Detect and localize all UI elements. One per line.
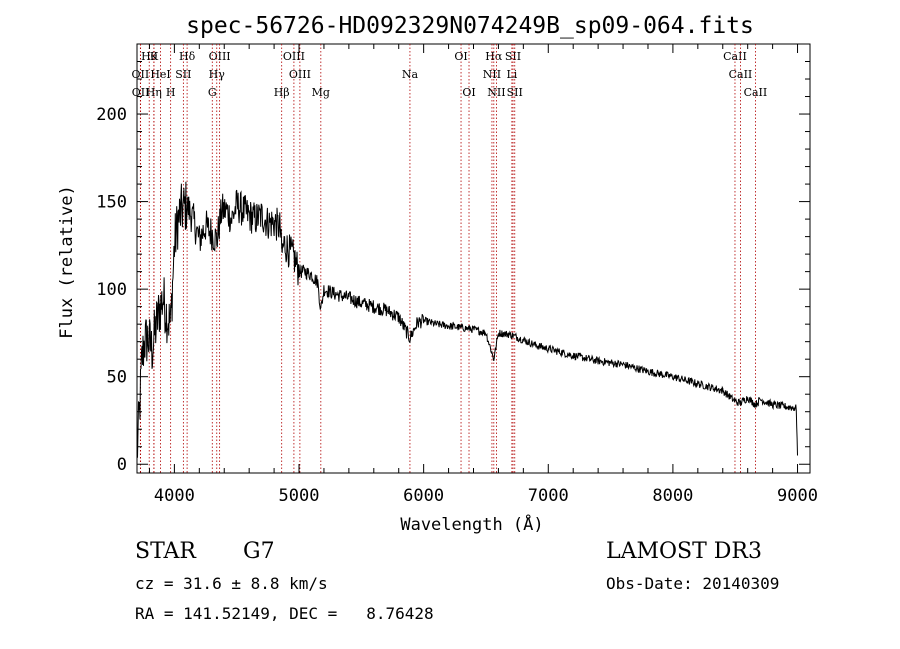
spectral-line-label: Hβ [274,86,290,99]
plot-frame [136,43,811,474]
spectral-line-label: Hθ [141,50,158,63]
x-tick-label: 4000 [154,486,195,506]
x-axis-label: Wavelength (Å) [400,513,543,535]
spectral-line-label: Hη [146,86,162,99]
spectral-line-label: Hδ [179,50,196,63]
spectral-line-label: K [150,50,159,63]
y-tick-label: 0 [117,455,127,475]
spectral-line-label: SII [175,68,191,81]
x-tick-label: 8000 [652,486,693,506]
spectral-line-label: H [166,86,176,99]
spectral-line-label: CaII [723,50,747,63]
spectral-line-label: OIII [289,68,311,81]
spectral-line-label: Hγ [209,68,226,81]
spectral-line-label: CaII [729,68,753,81]
spectral-line-label: Hα [485,50,503,63]
y-tick-label: 50 [107,368,127,388]
y-tick-label: 100 [96,280,127,300]
spectral-line-label: OI [462,86,475,99]
spectral-line-label: Li [506,68,517,81]
spectral-line-label: CaII [744,86,768,99]
coordinates: RA = 141.52149, DEC = 8.76428 [135,604,434,623]
y-axis-label: Flux (relative) [57,185,77,339]
obs-date: Obs-Date: 20140309 [606,574,780,593]
x-tick-label: 7000 [528,486,569,506]
spectral-line-label: Mg [312,86,330,99]
y-tick-label: 150 [96,193,127,213]
spectral-line-label: Na [402,68,419,81]
object-subclass: G7 [243,539,275,564]
object-class: STAR [135,539,196,564]
spectral-line-label: HeI [150,68,170,81]
redshift-cz: cz = 31.6 ± 8.8 km/s [135,574,328,593]
spectral-line-label: SII [505,50,521,63]
spectral-line-label: OII [132,68,150,81]
x-tick-label: 9000 [777,486,818,506]
x-tick-label: 6000 [403,486,444,506]
spectral-line-label: NII [483,68,501,81]
spectral-line-label: OIII [283,50,305,63]
spectral-line-label: OII [132,86,150,99]
spectral-line-label: G [208,86,217,99]
spectrum-line [136,181,798,458]
spectral-line-label: SII [507,86,523,99]
spectral-line-label: NII [487,86,505,99]
y-tick-label: 200 [96,105,127,125]
spectral-line-label: OI [454,50,467,63]
x-tick-label: 5000 [279,486,320,506]
chart-title: spec-56726-HD092329N074249B_sp09-064.fit… [186,13,754,39]
spectral-line-label: OIII [209,50,231,63]
survey-name: LAMOST DR3 [606,539,762,564]
spectrum-chart: spec-56726-HD092329N074249B_sp09-064.fit… [57,13,818,535]
